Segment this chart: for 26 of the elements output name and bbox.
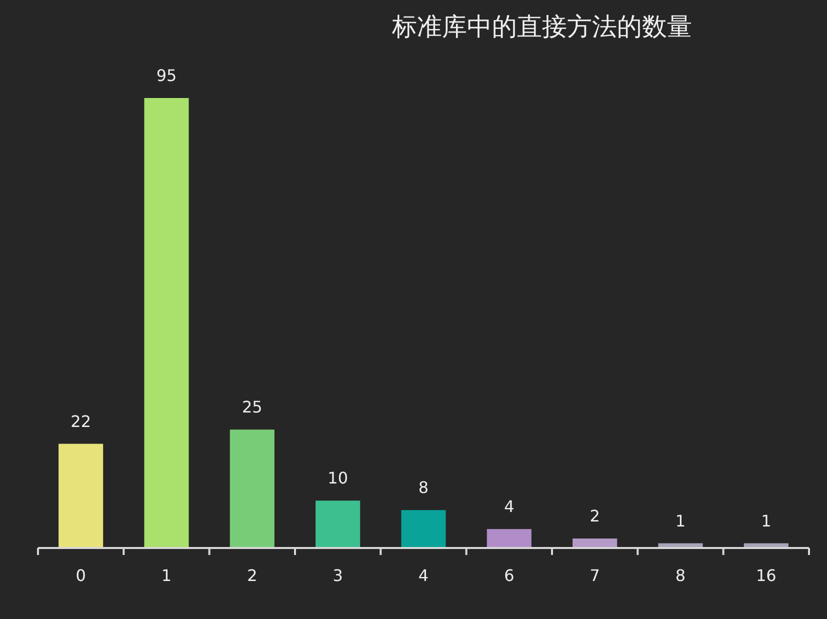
x-tick-label: 0 <box>76 566 86 585</box>
x-tick-label: 2 <box>247 566 258 585</box>
data-label: 95 <box>156 66 177 85</box>
data-label: 1 <box>675 511 686 530</box>
data-label: 10 <box>328 468 348 488</box>
data-label: 2 <box>590 506 600 526</box>
x-tick-label: 7 <box>590 566 600 585</box>
bar <box>486 529 532 548</box>
bar <box>572 538 618 548</box>
bar <box>230 430 274 548</box>
data-label: 4 <box>504 497 514 516</box>
x-tick-label: 4 <box>418 566 429 585</box>
data-label: 25 <box>242 398 262 417</box>
data-label: 8 <box>418 478 429 498</box>
x-tick-label: 1 <box>161 566 172 585</box>
x-tick-label: 8 <box>675 566 686 585</box>
bar <box>316 500 360 548</box>
bar <box>401 510 446 548</box>
x-tick-label: 6 <box>504 566 514 585</box>
data-label: 22 <box>70 412 92 431</box>
bar <box>58 444 104 548</box>
bar <box>144 98 189 548</box>
chart-title: 标准库中的直接方法的数量 <box>391 12 692 41</box>
x-tick-label: 16 <box>756 566 776 585</box>
data-label: 1 <box>761 511 772 530</box>
x-tick-label: 3 <box>332 566 343 585</box>
